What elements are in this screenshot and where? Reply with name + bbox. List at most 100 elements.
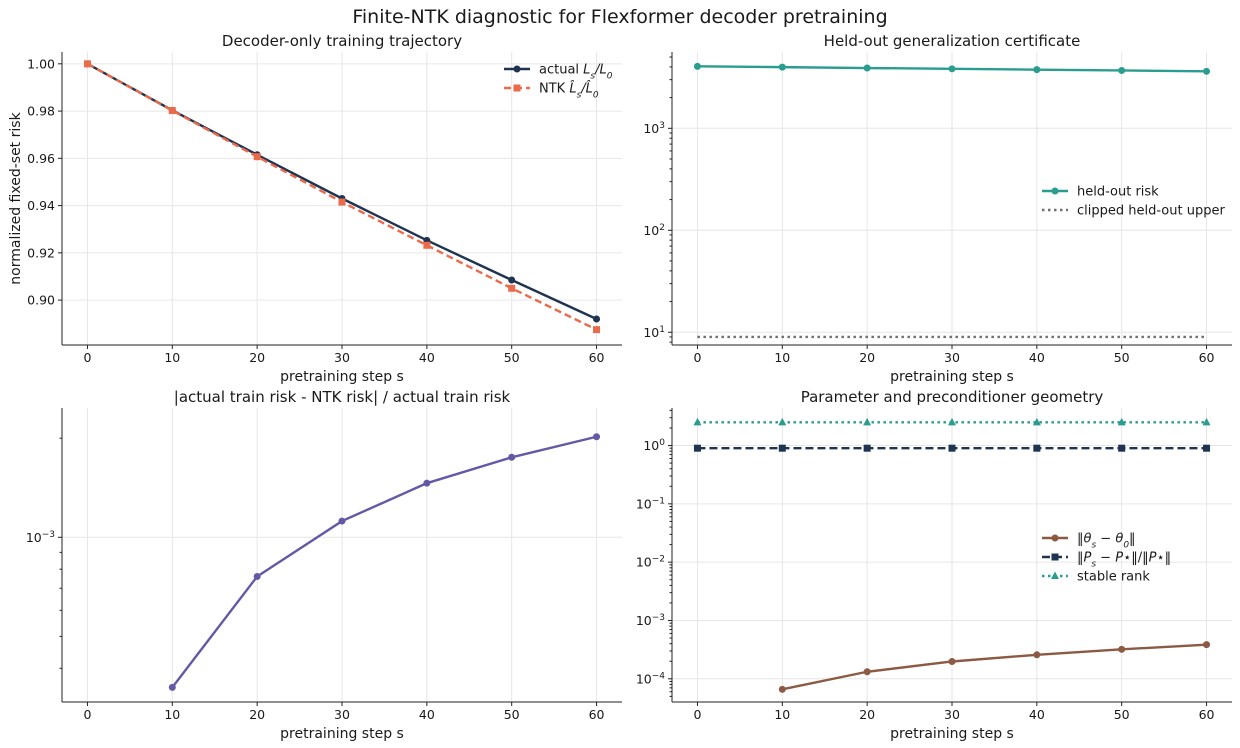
y-tick-label: 0.98 (27, 104, 55, 119)
data-point (1118, 444, 1126, 452)
x-tick-label: 50 (504, 707, 520, 722)
data-point (863, 417, 872, 426)
data-point (338, 198, 346, 206)
x-tick-label: 60 (1199, 350, 1215, 365)
panel-title: |actual train risk - NTK risk| / actual … (174, 388, 511, 406)
x-tick-label: 10 (164, 707, 180, 722)
data-point (1033, 651, 1041, 659)
chart-panel-3: 0 10 20 30 40 50 60 10−3 |actual train risk - NT… (26, 388, 622, 742)
y-tick-label: 10−3 (636, 613, 665, 628)
x-tick-label: 50 (1114, 350, 1130, 365)
chart-panel-2: 0 10 20 30 40 50 60 101 102 103 Held-out generaliz… (643, 32, 1232, 385)
x-tick-label: 30 (944, 707, 960, 722)
y-tick-label: 10−3 (26, 530, 55, 545)
legend-label: ‖Ps − P⋆‖/‖P⋆‖ (1077, 551, 1171, 570)
x-tick-label: 50 (504, 350, 520, 365)
data-point (778, 685, 786, 693)
x-tick-label: 60 (589, 350, 605, 365)
legend-label: ‖θs − θ0‖ (1077, 532, 1136, 551)
data-point (253, 573, 261, 581)
data-point (423, 479, 431, 487)
y-tick-label: 103 (643, 121, 665, 136)
data-point (508, 453, 516, 461)
legend-marker (1051, 553, 1059, 561)
x-tick-label: 0 (83, 707, 91, 722)
data-point (778, 444, 786, 452)
y-tick-label: 10−2 (636, 555, 665, 570)
data-point (593, 433, 601, 441)
x-tick-label: 10 (164, 350, 180, 365)
data-point (948, 65, 956, 73)
series-1 (168, 433, 601, 691)
x-axis-label: pretraining step s (890, 369, 1014, 385)
x-tick-label: 0 (83, 350, 91, 365)
x-tick-label: 60 (589, 707, 605, 722)
y-tick-label: 10−1 (636, 496, 665, 511)
panel-title: Held-out generalization certificate (824, 32, 1081, 50)
y-tick-label: 0.96 (27, 151, 55, 166)
x-axis-label: pretraining step s (280, 726, 404, 742)
series-line (171, 435, 597, 689)
data-point (693, 417, 702, 426)
figure-title: Finite-NTK diagnostic for Flexformer dec… (352, 6, 887, 28)
data-point (948, 444, 956, 452)
legend-marker (513, 65, 521, 73)
y-tick-label: 102 (643, 223, 665, 238)
data-point (778, 417, 787, 426)
x-tick-label: 0 (693, 350, 701, 365)
x-tick-label: 40 (419, 707, 435, 722)
data-point (423, 241, 431, 249)
legend-marker (513, 84, 521, 92)
y-tick-label: 10−4 (636, 671, 665, 686)
legend-label: clipped held-out upper (1077, 204, 1225, 219)
data-point (863, 444, 871, 452)
data-point (1033, 66, 1041, 74)
data-point (168, 107, 176, 115)
x-tick-label: 20 (859, 350, 875, 365)
data-point (338, 517, 346, 525)
series-1 (778, 641, 1211, 693)
series-3 (693, 417, 1211, 426)
data-point (1203, 444, 1211, 452)
data-point (863, 668, 871, 676)
series-2 (83, 60, 601, 334)
data-point (1203, 67, 1211, 75)
legend-label: actual Ls/L0 (539, 63, 613, 82)
data-point (693, 62, 701, 70)
data-point (1117, 417, 1126, 426)
data-point (168, 683, 176, 691)
y-tick-label: 0.90 (27, 293, 55, 308)
panel-title: Parameter and preconditioner geometry (801, 388, 1104, 406)
legend-marker (1051, 571, 1059, 579)
data-point (693, 444, 701, 452)
data-point (1032, 417, 1041, 426)
data-point (948, 417, 956, 426)
x-tick-label: 30 (944, 350, 960, 365)
data-point (863, 64, 871, 72)
legend-label: held-out risk (1077, 185, 1159, 200)
legend-label: NTK L̂s/L̂0 (539, 81, 599, 100)
x-tick-label: 20 (249, 707, 265, 722)
legend-label: stable rank (1077, 570, 1150, 585)
series-1 (693, 62, 1211, 75)
data-point (253, 153, 261, 161)
y-tick-label: 0.92 (27, 245, 55, 260)
x-tick-label: 0 (693, 707, 701, 722)
x-tick-label: 30 (334, 707, 350, 722)
series-line (782, 643, 1207, 691)
x-tick-label: 40 (1029, 707, 1045, 722)
data-point (1118, 645, 1126, 653)
legend: held-out risk clipped held-out upper (1042, 185, 1225, 219)
data-point (593, 326, 601, 334)
x-tick-label: 40 (419, 350, 435, 365)
data-point (1033, 444, 1041, 452)
x-tick-label: 10 (774, 707, 790, 722)
series-2 (693, 444, 1211, 452)
y-tick-label: 1.00 (27, 56, 55, 71)
chart-panel-4: 0 10 20 30 40 50 60 10−4 10−3 10−2 10−1 100 Paramete… (636, 388, 1232, 742)
data-point (948, 657, 956, 665)
data-point (508, 284, 516, 292)
legend-marker (1051, 187, 1059, 195)
